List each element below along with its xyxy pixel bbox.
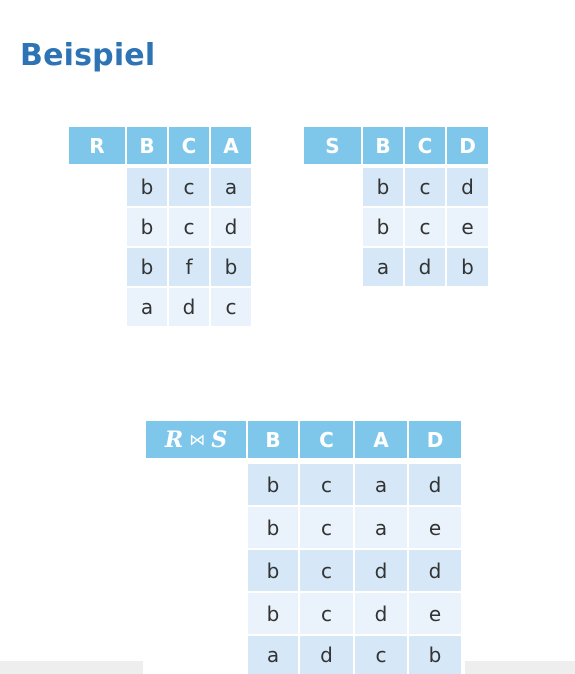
table-r-cell: c [169,168,209,206]
table-r-cell: b [127,248,167,286]
table-join-cell: d [300,636,353,674]
table-s-cell: d [447,168,488,206]
slide-title: Beispiel [20,38,156,73]
table-join-cell: b [248,507,298,548]
table-join-cell: d [355,593,407,634]
table-s-cell: a [363,248,403,286]
table-r-cell: a [127,288,167,326]
table-s-cell: c [405,208,445,246]
table-s-cell: b [363,208,403,246]
table-s-cell: d [405,248,445,286]
table-join-cell: a [355,464,407,505]
table-r-column-header: A [211,127,251,164]
footer-strip [465,661,575,674]
table-join-cell: c [300,464,353,505]
table-join-cell: b [248,593,298,634]
table-r-cell: d [211,208,251,246]
table-s-column-header: D [447,127,488,164]
table-join-cell: d [409,550,461,591]
table-join-column-header: D [409,421,461,458]
table-s-column-header: B [363,127,403,164]
table-join-cell: a [248,636,298,674]
table-join-column-header: A [355,421,407,458]
table-join-cell: d [355,550,407,591]
table-join-cell: b [248,550,298,591]
table-join-column-header: B [248,421,298,458]
table-join-cell: e [409,507,461,548]
join-left-relation: R [164,426,184,453]
join-right-relation: S [211,426,228,453]
table-r-cell: a [211,168,251,206]
table-r-cell: c [169,208,209,246]
table-r-column-header: C [169,127,209,164]
table-join-cell: b [409,636,461,674]
table-r-cell: f [169,248,209,286]
table-r-cell: b [211,248,251,286]
table-r-cell: b [127,168,167,206]
table-s-cell: b [363,168,403,206]
table-s-cell: c [405,168,445,206]
table-r-cell: d [169,288,209,326]
natural-join-icon: ⋈ [189,430,206,449]
table-join-cell: e [409,593,461,634]
footer-strip [0,661,143,674]
table-r-name: R [69,127,125,164]
table-join-cell: c [300,550,353,591]
table-join-cell: b [248,464,298,505]
table-r-cell: c [211,288,251,326]
table-join-column-header: C [300,421,353,458]
table-join-cell: c [355,636,407,674]
table-join-cell: c [300,593,353,634]
table-s-column-header: C [405,127,445,164]
table-r-cell: b [127,208,167,246]
table-s-cell: e [447,208,488,246]
table-join-cell: a [355,507,407,548]
table-join-cell: c [300,507,353,548]
table-r-column-header: B [127,127,167,164]
table-join-name: R ⋈ S [146,421,246,458]
table-join-cell: d [409,464,461,505]
table-s-cell: b [447,248,488,286]
table-s-name: S [304,127,361,164]
